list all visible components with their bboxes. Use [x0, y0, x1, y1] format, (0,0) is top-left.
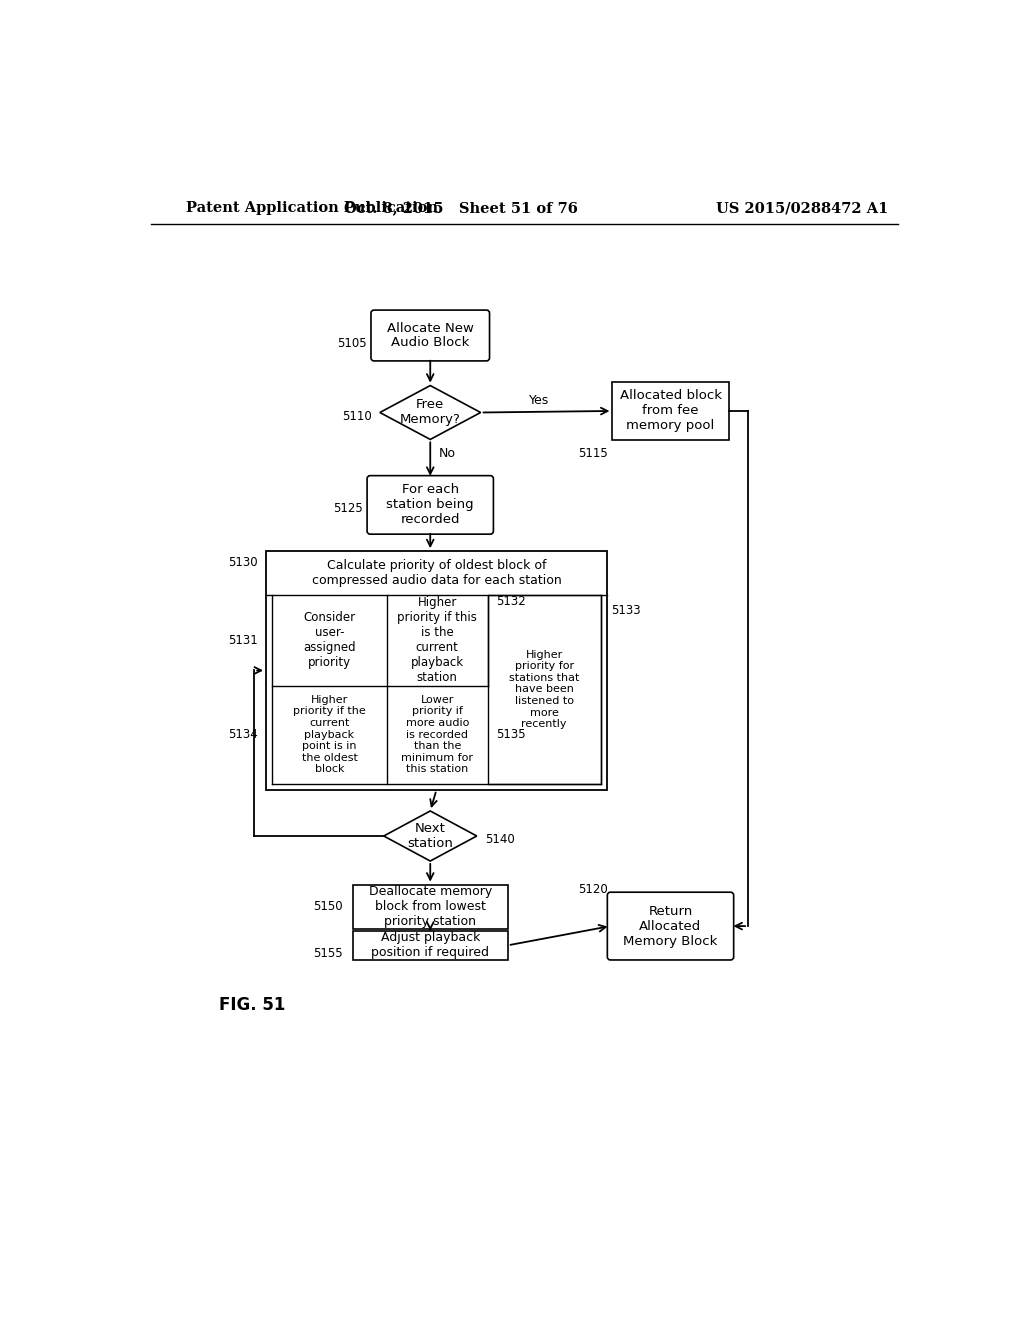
Text: Deallocate memory
block from lowest
priority station: Deallocate memory block from lowest prio…: [369, 886, 492, 928]
Text: FIG. 51: FIG. 51: [219, 997, 286, 1014]
Text: Higher
priority for
stations that
have been
listened to
more
recently: Higher priority for stations that have b…: [509, 649, 580, 729]
Bar: [352, 931, 508, 960]
Text: Higher
priority if the
current
playback
point is in
the oldest
block: Higher priority if the current playback …: [293, 694, 366, 775]
Text: Free
Memory?: Free Memory?: [399, 399, 461, 426]
Bar: [266, 552, 607, 789]
Text: 5120: 5120: [579, 883, 608, 896]
Text: 5115: 5115: [579, 446, 608, 459]
Text: 5135: 5135: [496, 729, 525, 741]
Text: 5134: 5134: [227, 729, 258, 741]
Text: 5132: 5132: [496, 594, 525, 607]
Text: Higher
priority if this
is the
current
playback
station: Higher priority if this is the current p…: [397, 597, 477, 684]
FancyBboxPatch shape: [371, 310, 489, 360]
Text: Return
Allocated
Memory Block: Return Allocated Memory Block: [624, 904, 718, 948]
Text: Patent Application Publication: Patent Application Publication: [186, 202, 438, 215]
Text: 5105: 5105: [338, 337, 368, 350]
Text: Consider
user-
assigned
priority: Consider user- assigned priority: [303, 611, 355, 669]
Text: US 2015/0288472 A1: US 2015/0288472 A1: [716, 202, 889, 215]
Text: 5130: 5130: [228, 556, 257, 569]
FancyBboxPatch shape: [367, 475, 494, 535]
Text: Adjust playback
position if required: Adjust playback position if required: [372, 932, 489, 960]
Text: For each
station being
recorded: For each station being recorded: [386, 483, 474, 527]
Text: Calculate priority of oldest block of
compressed audio data for each station: Calculate priority of oldest block of co…: [311, 558, 561, 586]
Text: 5131: 5131: [227, 634, 258, 647]
Bar: [487, 595, 601, 784]
Bar: [612, 381, 729, 440]
Text: 5125: 5125: [334, 502, 364, 515]
Text: Allocate New
Audio Block: Allocate New Audio Block: [387, 322, 474, 350]
Text: Yes: Yes: [528, 395, 549, 408]
Text: Allocated block
from fee
memory pool: Allocated block from fee memory pool: [620, 389, 722, 433]
Polygon shape: [380, 385, 480, 440]
FancyBboxPatch shape: [607, 892, 733, 960]
Text: 5133: 5133: [610, 603, 640, 616]
Text: Next
station: Next station: [408, 822, 454, 850]
Polygon shape: [384, 810, 477, 861]
Text: 5110: 5110: [342, 409, 372, 422]
Text: 5155: 5155: [313, 946, 343, 960]
Text: Oct. 8, 2015   Sheet 51 of 76: Oct. 8, 2015 Sheet 51 of 76: [344, 202, 579, 215]
Text: 5140: 5140: [485, 833, 515, 846]
Bar: [352, 884, 508, 929]
Text: Lower
priority if
more audio
is recorded
than the
minimum for
this station: Lower priority if more audio is recorded…: [401, 694, 473, 775]
Text: No: No: [439, 446, 456, 459]
Text: 5150: 5150: [313, 900, 343, 913]
